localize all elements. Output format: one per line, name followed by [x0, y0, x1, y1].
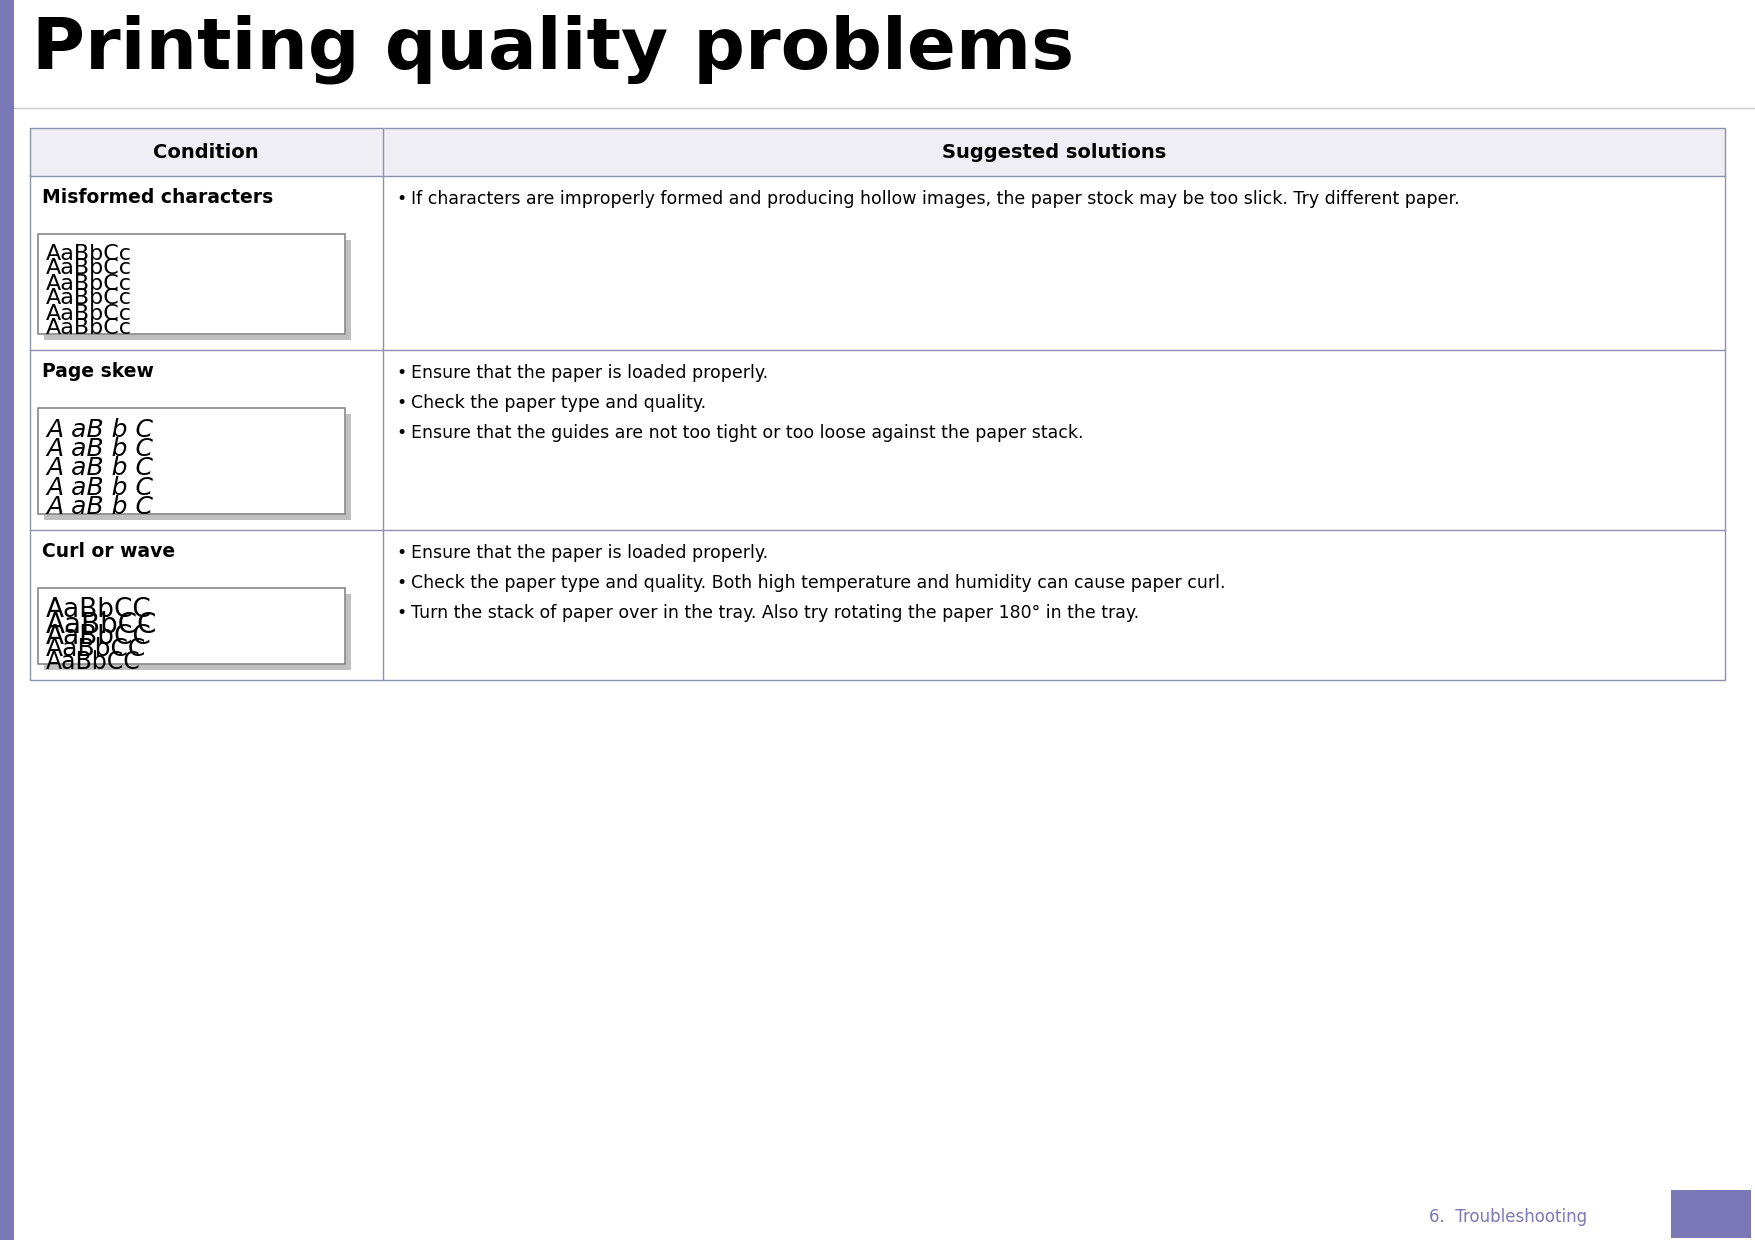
Text: •: •: [397, 394, 407, 412]
Text: AaBbCc: AaBbCc: [46, 258, 132, 279]
Text: AaBbCC: AaBbCC: [46, 598, 151, 624]
Bar: [1671, 1190, 1751, 1238]
Text: AaBbCC: AaBbCC: [46, 650, 140, 675]
Text: 6.  Troubleshooting: 6. Troubleshooting: [1429, 1209, 1587, 1226]
Text: •: •: [397, 604, 407, 622]
Text: A aB b C: A aB b C: [46, 495, 153, 518]
Text: Check the paper type and quality.: Check the paper type and quality.: [411, 394, 706, 412]
Text: •: •: [397, 190, 407, 208]
Text: If characters are improperly formed and producing hollow images, the paper stock: If characters are improperly formed and …: [411, 190, 1458, 208]
Text: AaBbCc: AaBbCc: [46, 319, 132, 339]
Text: Check the paper type and quality. Both high temperature and humidity can cause p: Check the paper type and quality. Both h…: [411, 574, 1225, 591]
Text: Ensure that the guides are not too tight or too loose against the paper stack.: Ensure that the guides are not too tight…: [411, 424, 1083, 441]
Text: Ensure that the paper is loaded properly.: Ensure that the paper is loaded properly…: [411, 365, 767, 382]
Bar: [44, 241, 351, 340]
Text: A aB b C: A aB b C: [46, 475, 153, 500]
Text: AaBbCC: AaBbCC: [46, 610, 158, 639]
Text: Page skew: Page skew: [42, 362, 154, 381]
Text: AaBbCC: AaBbCC: [46, 624, 151, 650]
Bar: [0, 0, 14, 1240]
Text: AaBbCc: AaBbCc: [46, 304, 132, 324]
Text: Suggested solutions: Suggested solutions: [942, 143, 1165, 161]
Text: •: •: [397, 574, 407, 591]
Text: AaBbCC: AaBbCC: [46, 637, 146, 661]
Text: AaBbCc: AaBbCc: [46, 274, 132, 294]
Text: Ensure that the paper is loaded properly.: Ensure that the paper is loaded properly…: [411, 544, 767, 562]
Bar: [39, 408, 344, 515]
Text: •: •: [397, 424, 407, 441]
Text: A aB b C: A aB b C: [46, 418, 153, 441]
Text: AaBbCc: AaBbCc: [46, 289, 132, 309]
Bar: [30, 128, 1725, 176]
Text: 287: 287: [1685, 1202, 1737, 1226]
Text: Misformed characters: Misformed characters: [42, 188, 274, 207]
Text: A aB b C: A aB b C: [46, 456, 153, 480]
Bar: [39, 234, 344, 334]
Bar: [30, 128, 1725, 680]
Text: A aB b C: A aB b C: [46, 438, 153, 461]
Text: •: •: [397, 365, 407, 382]
Bar: [44, 594, 351, 670]
Text: AaBbCc: AaBbCc: [46, 243, 132, 264]
Text: Printing quality problems: Printing quality problems: [32, 15, 1074, 84]
Bar: [39, 588, 344, 663]
Text: •: •: [397, 544, 407, 562]
Bar: [44, 414, 351, 520]
Text: Turn the stack of paper over in the tray. Also try rotating the paper 180° in th: Turn the stack of paper over in the tray…: [411, 604, 1139, 622]
Text: Condition: Condition: [153, 143, 260, 161]
Text: Curl or wave: Curl or wave: [42, 542, 176, 560]
